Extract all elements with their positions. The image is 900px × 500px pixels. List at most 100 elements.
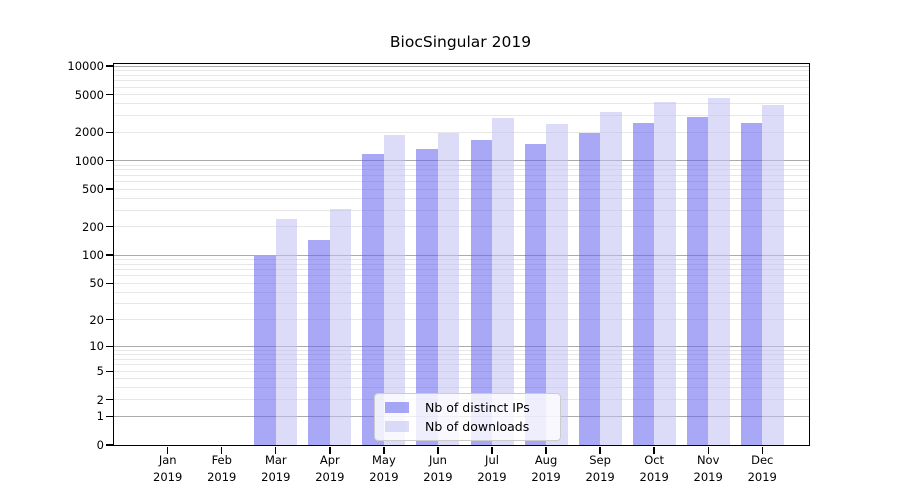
x-tick-label-oct: Oct 2019 bbox=[625, 452, 683, 485]
y-tick-label-2: 2 bbox=[96, 392, 104, 407]
gridline-minor bbox=[114, 115, 809, 117]
y-tick-2 bbox=[105, 399, 113, 401]
gridline-minor bbox=[114, 364, 809, 366]
y-tick-label-200: 200 bbox=[82, 219, 104, 234]
x-label-year: 2019 bbox=[315, 469, 345, 484]
x-label-year: 2019 bbox=[369, 469, 399, 484]
x-label-month: Oct bbox=[644, 453, 665, 467]
x-label-month: Mar bbox=[264, 453, 287, 467]
x-tick-jul bbox=[491, 446, 493, 454]
y-tick-500 bbox=[105, 188, 113, 190]
gridline-minor bbox=[114, 275, 809, 277]
bar-nov-downloads bbox=[708, 98, 730, 445]
gridline-minor bbox=[114, 131, 809, 133]
bar-jun-distinct-ips bbox=[416, 148, 438, 445]
x-label-month: Dec bbox=[751, 453, 774, 467]
x-label-month: Apr bbox=[319, 453, 340, 467]
gridline-minor bbox=[114, 226, 809, 228]
bar-mar-downloads bbox=[275, 219, 298, 445]
gridline-minor bbox=[114, 263, 809, 265]
x-tick-label-aug: Aug 2019 bbox=[517, 452, 575, 485]
y-tick-label-0: 0 bbox=[96, 438, 104, 452]
gridline-minor bbox=[114, 181, 809, 183]
x-tick-label-apr: Apr 2019 bbox=[301, 452, 359, 485]
gridline-minor bbox=[114, 282, 809, 284]
gridline-minor bbox=[114, 80, 809, 82]
y-tick-label-10: 10 bbox=[89, 339, 104, 354]
bar-jul-distinct-ips bbox=[470, 139, 492, 445]
gridline-minor bbox=[114, 94, 809, 96]
gridline-minor bbox=[114, 188, 809, 190]
x-label-year: 2019 bbox=[693, 469, 723, 484]
gridline-minor bbox=[114, 174, 809, 176]
bar-dec-distinct-ips bbox=[740, 123, 763, 445]
y-tick-label-20: 20 bbox=[89, 312, 104, 327]
x-tick-apr bbox=[329, 446, 331, 454]
gridline-minor bbox=[114, 349, 809, 351]
gridline-minor bbox=[114, 169, 809, 171]
gridline-minor bbox=[114, 354, 809, 356]
y-tick-5000 bbox=[105, 93, 113, 96]
gridline-minor bbox=[114, 378, 809, 380]
legend: Nb of distinct IPs Nb of downloads bbox=[374, 393, 561, 441]
gridline-minor bbox=[114, 387, 809, 389]
x-tick-label-nov: Nov 2019 bbox=[679, 452, 737, 485]
y-tick-label-1000: 1000 bbox=[74, 153, 104, 168]
gridline-minor bbox=[114, 358, 809, 360]
y-tick-1000 bbox=[105, 160, 113, 162]
gridline-minor bbox=[114, 258, 809, 260]
bar-sep-distinct-ips bbox=[578, 133, 601, 445]
gridline-minor bbox=[114, 197, 809, 199]
chart-title: BiocSingular 2019 bbox=[389, 33, 532, 51]
x-tick-label-jan: Jan 2019 bbox=[139, 452, 197, 485]
x-tick-label-sep: Sep 2019 bbox=[571, 452, 629, 485]
x-label-year: 2019 bbox=[531, 469, 561, 484]
y-tick-label-1: 1 bbox=[96, 409, 104, 424]
gridline-minor bbox=[114, 291, 809, 293]
x-label-month: Nov bbox=[696, 453, 720, 467]
bar-dec-downloads bbox=[762, 105, 784, 445]
gridline-minor bbox=[114, 303, 809, 305]
x-tick-jan bbox=[167, 446, 169, 454]
gridline-minor bbox=[114, 103, 809, 105]
gridline-minor bbox=[114, 69, 809, 71]
gridline-minor bbox=[114, 370, 809, 372]
bar-nov-distinct-ips bbox=[686, 117, 709, 445]
legend-label-distinct-ips: Nb of distinct IPs bbox=[425, 400, 530, 415]
y-tick-label-5: 5 bbox=[96, 364, 104, 379]
legend-item-downloads: Nb of downloads bbox=[375, 419, 560, 434]
bar-apr-downloads bbox=[329, 209, 352, 445]
x-label-year: 2019 bbox=[153, 469, 183, 484]
x-label-year: 2019 bbox=[747, 469, 777, 484]
bar-jun-downloads bbox=[437, 133, 460, 445]
gridline-minor bbox=[114, 209, 809, 211]
x-tick-label-mar: Mar 2019 bbox=[247, 452, 305, 485]
gridline-minor bbox=[114, 164, 809, 166]
y-tick-50 bbox=[105, 282, 113, 284]
y-tick-1 bbox=[105, 415, 113, 418]
bar-aug-distinct-ips bbox=[524, 144, 547, 445]
bar-aug-downloads bbox=[546, 123, 568, 445]
y-tick-200 bbox=[105, 226, 113, 228]
legend-swatch-distinct-ips bbox=[385, 402, 409, 413]
y-tick-label-50: 50 bbox=[89, 276, 104, 291]
y-tick-20 bbox=[105, 319, 113, 321]
y-tick-100 bbox=[105, 254, 113, 256]
gridline-major bbox=[114, 345, 809, 347]
y-tick-label-5000: 5000 bbox=[74, 87, 104, 102]
bar-sep-downloads bbox=[600, 112, 622, 445]
gridline-minor bbox=[114, 86, 809, 88]
x-label-year: 2019 bbox=[477, 469, 507, 484]
gridline-major bbox=[114, 160, 809, 162]
y-tick-5 bbox=[105, 370, 113, 372]
x-label-year: 2019 bbox=[585, 469, 615, 484]
x-tick-dec bbox=[761, 446, 763, 454]
bar-may-distinct-ips bbox=[362, 153, 384, 445]
bar-mar-distinct-ips bbox=[254, 256, 276, 445]
x-tick-label-may: May 2019 bbox=[355, 452, 413, 485]
y-tick-0 bbox=[105, 444, 113, 446]
x-label-year: 2019 bbox=[207, 469, 237, 484]
gridline-minor bbox=[114, 74, 809, 76]
bar-jul-downloads bbox=[492, 117, 514, 445]
x-label-year: 2019 bbox=[261, 469, 291, 484]
